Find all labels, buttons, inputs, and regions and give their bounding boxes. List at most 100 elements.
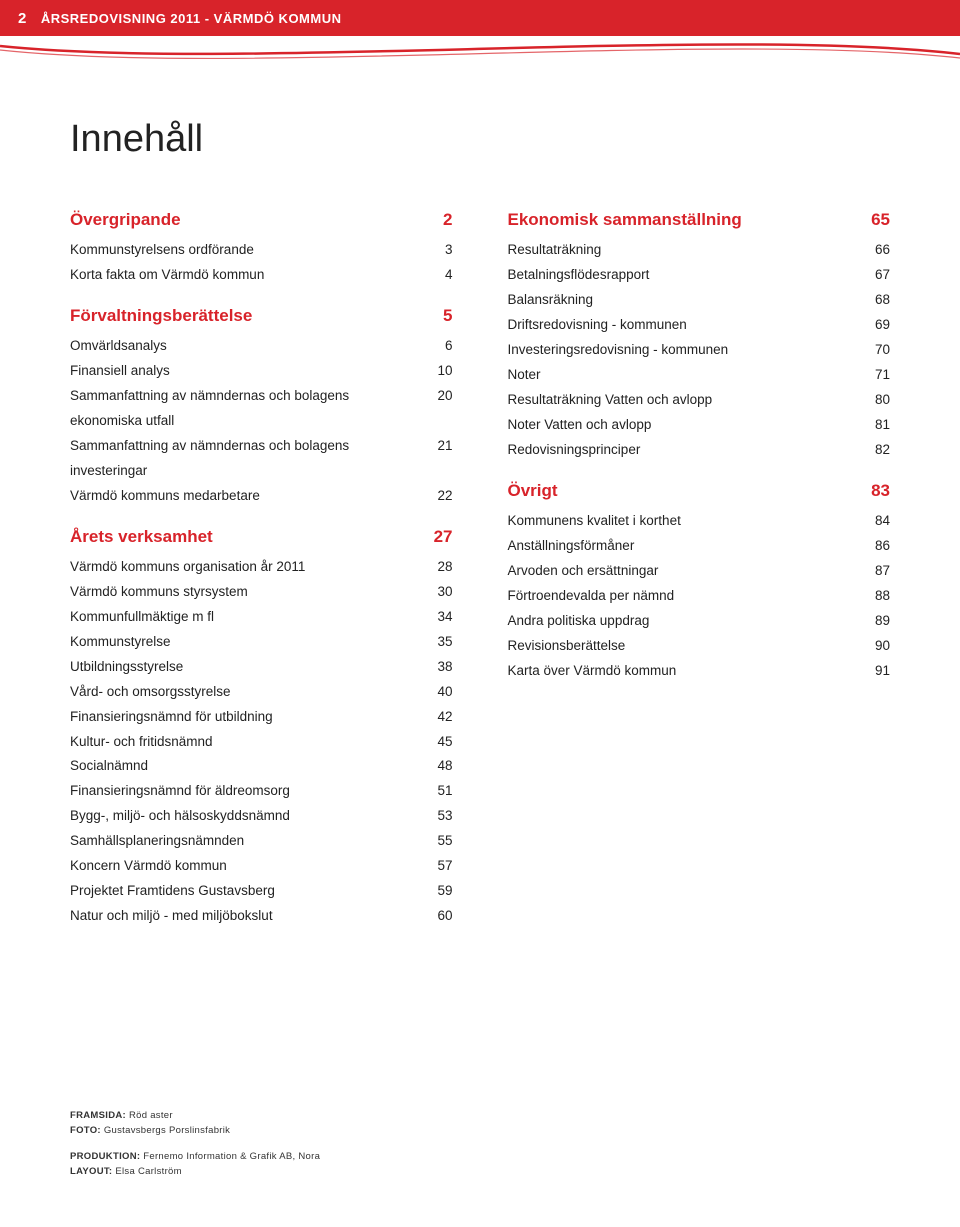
toc-item-label: Kommunens kvalitet i korthet <box>508 509 681 534</box>
toc-item-page: 69 <box>875 313 890 338</box>
toc-item-label: Finansieringsnämnd för utbildning <box>70 705 273 730</box>
toc-section: Förvaltningsberättelse 5 <box>70 306 453 326</box>
toc-item-page: 21 <box>437 434 452 484</box>
toc-item: Noter71 <box>508 363 891 388</box>
toc-section-page: 65 <box>871 210 890 230</box>
toc-section-label: Förvaltningsberättelse <box>70 306 252 326</box>
toc-item-label: Koncern Värmdö kommun <box>70 854 227 879</box>
credits-foto-value: Gustavsbergs Porslinsfabrik <box>104 1125 230 1136</box>
toc-item-label: Resultaträkning <box>508 238 602 263</box>
toc-item-page: 66 <box>875 238 890 263</box>
toc-item: Vård- och omsorgsstyrelse 40 <box>70 680 453 705</box>
toc-left-column: Övergripande2Kommunstyrelsens ordförande… <box>70 210 453 929</box>
toc-item-page: 38 <box>437 655 452 680</box>
toc-item-page: 81 <box>875 413 890 438</box>
toc-item-label: Korta fakta om Värmdö kommun <box>70 263 264 288</box>
toc-right-column: Ekonomisk sammanställning 65 Resultaträkni… <box>508 210 891 929</box>
toc-item: Betalningsflödesrapport67 <box>508 263 891 288</box>
toc-item-page: 87 <box>875 559 890 584</box>
toc-item-page: 88 <box>875 584 890 609</box>
toc-item: Sammanfattning av nämndernas och bolagen… <box>70 384 453 434</box>
toc-item: Finansieringsnämnd för utbildning 42 <box>70 705 453 730</box>
toc-item: Socialnämnd48 <box>70 754 453 779</box>
toc-item-page: 84 <box>875 509 890 534</box>
toc-item: Kommunfullmäktige m fl34 <box>70 605 453 630</box>
toc-item: Driftsredovisning - kommunen 69 <box>508 313 891 338</box>
toc-item-page: 3 <box>445 238 453 263</box>
toc-item-page: 30 <box>437 580 452 605</box>
toc-item-page: 55 <box>437 829 452 854</box>
credits-framsida-label: FRAMSIDA: <box>70 1110 126 1121</box>
toc-item: Arvoden och ersättningar87 <box>508 559 891 584</box>
toc-item-page: 10 <box>437 359 452 384</box>
toc-item: Kultur- och fritidsnämnd45 <box>70 730 453 755</box>
toc-item-label: Samhällsplaneringsnämnden <box>70 829 244 854</box>
toc-item-label: Natur och miljö - med miljöbokslut <box>70 904 273 929</box>
toc-item-page: 35 <box>437 630 452 655</box>
toc-item: Kommunstyrelse 35 <box>70 630 453 655</box>
toc-section-label: Årets verksamhet <box>70 527 213 547</box>
toc-item-page: 6 <box>445 334 453 359</box>
toc-section-page: 27 <box>434 527 453 547</box>
toc-item-label: Anställningsförmåner <box>508 534 635 559</box>
toc-item-page: 60 <box>437 904 452 929</box>
credits-layout-label: LAYOUT: <box>70 1166 112 1177</box>
toc-section: Ekonomisk sammanställning 65 <box>508 210 891 230</box>
toc-item-label: Utbildningsstyrelse <box>70 655 183 680</box>
toc-item: Anställningsförmåner 86 <box>508 534 891 559</box>
header-swoosh <box>0 36 960 76</box>
toc-section: Årets verksamhet 27 <box>70 527 453 547</box>
toc-item-page: 91 <box>875 659 890 684</box>
toc-item: Investeringsredovisning - kommunen70 <box>508 338 891 363</box>
toc-item-label: Socialnämnd <box>70 754 148 779</box>
toc-item-label: Kommunfullmäktige m fl <box>70 605 214 630</box>
toc-section-page: 5 <box>443 306 452 326</box>
toc-item-label: Sammanfattning av nämndernas och bolagen… <box>70 384 384 434</box>
toc-item-page: 45 <box>437 730 452 755</box>
toc-section: Övrigt 83 <box>508 481 891 501</box>
toc-item: Bygg-, miljö- och hälsoskyddsnämnd53 <box>70 804 453 829</box>
toc-item: Värmdö kommuns medarbetare22 <box>70 484 453 509</box>
toc-item-label: Noter Vatten och avlopp <box>508 413 652 438</box>
toc-section-label: Ekonomisk sammanställning <box>508 210 742 230</box>
toc-section-page: 2 <box>443 210 452 230</box>
toc-item: Kommunstyrelsens ordförande 3 <box>70 238 453 263</box>
toc-item-label: Vård- och omsorgsstyrelse <box>70 680 231 705</box>
toc-item-label: Finansiell analys <box>70 359 170 384</box>
footer-credits: FRAMSIDA: Röd aster FOTO: Gustavsbergs P… <box>70 1108 320 1179</box>
toc-item-label: Balansräkning <box>508 288 594 313</box>
toc-item: Andra politiska uppdrag89 <box>508 609 891 634</box>
toc-item-label: Andra politiska uppdrag <box>508 609 650 634</box>
toc-item-label: Omvärldsanalys <box>70 334 167 359</box>
toc-item-label: Kommunstyrelsens ordförande <box>70 238 254 263</box>
credits-produktion-value: Fernemo Information & Grafik AB, Nora <box>143 1151 320 1162</box>
toc-item-page: 59 <box>437 879 452 904</box>
toc-item: Koncern Värmdö kommun 57 <box>70 854 453 879</box>
toc-item-label: Revisionsberättelse <box>508 634 626 659</box>
toc-item: Natur och miljö - med miljöbokslut 60 <box>70 904 453 929</box>
toc-item: Kommunens kvalitet i korthet 84 <box>508 509 891 534</box>
toc-item-label: Sammanfattning av nämndernas och bolagen… <box>70 434 384 484</box>
toc-item-page: 86 <box>875 534 890 559</box>
toc-item-label: Driftsredovisning - kommunen <box>508 313 687 338</box>
toc-item: Korta fakta om Värmdö kommun4 <box>70 263 453 288</box>
toc-item: Värmdö kommuns styrsystem 30 <box>70 580 453 605</box>
toc-item-label: Kommunstyrelse <box>70 630 171 655</box>
toc-item-page: 68 <box>875 288 890 313</box>
toc-item: Balansräkning 68 <box>508 288 891 313</box>
toc-item-page: 40 <box>437 680 452 705</box>
toc-item: Karta över Värmdö kommun91 <box>508 659 891 684</box>
toc-item: Redovisningsprinciper82 <box>508 438 891 463</box>
toc-item-page: 57 <box>437 854 452 879</box>
toc-item: Projektet Framtidens Gustavsberg59 <box>70 879 453 904</box>
toc-item-page: 42 <box>437 705 452 730</box>
toc-item: Resultaträkning Vatten och avlopp80 <box>508 388 891 413</box>
toc-item: Finansiell analys 10 <box>70 359 453 384</box>
toc-section-page: 83 <box>871 481 890 501</box>
toc-item-label: Investeringsredovisning - kommunen <box>508 338 729 363</box>
toc-item-label: Värmdö kommuns organisation år 2011 <box>70 555 305 580</box>
toc-item-label: Värmdö kommuns styrsystem <box>70 580 248 605</box>
toc-section-label: Övrigt <box>508 481 558 501</box>
toc-item-label: Noter <box>508 363 541 388</box>
toc-item: Värmdö kommuns organisation år 201128 <box>70 555 453 580</box>
